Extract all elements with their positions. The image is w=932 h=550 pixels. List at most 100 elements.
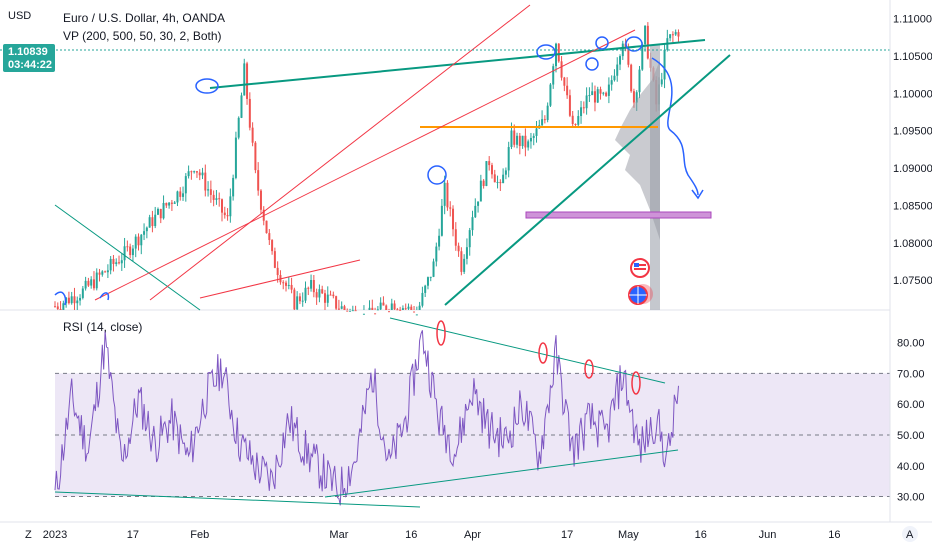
green-downtrend-line bbox=[54, 204, 201, 311]
candle-body bbox=[218, 198, 221, 200]
candle-body bbox=[521, 135, 524, 147]
candle-body bbox=[290, 284, 293, 290]
blue-mark-left-2 bbox=[99, 292, 110, 301]
candle-body bbox=[251, 127, 254, 143]
price-tick-label: 1.08500 bbox=[893, 200, 932, 212]
time-tick-label: Jun bbox=[759, 529, 777, 541]
time-tick-label: Apr bbox=[464, 529, 481, 541]
candle-body bbox=[393, 303, 396, 310]
candle-body bbox=[504, 170, 507, 175]
price-tick-label: 1.09000 bbox=[893, 163, 932, 175]
candle-body bbox=[460, 251, 463, 272]
candle-body bbox=[443, 182, 446, 206]
rsi-label: RSI (14, close) bbox=[63, 320, 142, 334]
candle-body bbox=[90, 279, 93, 286]
z-icon[interactable]: Z bbox=[25, 529, 32, 541]
candle-body bbox=[115, 262, 118, 265]
candle-body bbox=[310, 280, 313, 289]
candle-body bbox=[70, 296, 73, 304]
candle-body bbox=[407, 306, 410, 309]
candle-body bbox=[62, 303, 65, 310]
candle-body bbox=[259, 190, 262, 210]
globe-event-icon[interactable] bbox=[628, 284, 653, 305]
candle-body bbox=[198, 172, 201, 176]
candle-body bbox=[568, 95, 571, 116]
currency-label: USD bbox=[8, 10, 31, 22]
candle-body bbox=[312, 280, 315, 293]
candle-body bbox=[593, 91, 596, 103]
a-icon-label[interactable]: A bbox=[906, 529, 914, 541]
blue-circle-3 bbox=[536, 44, 556, 60]
a-icon[interactable] bbox=[902, 526, 918, 542]
candle-body bbox=[571, 115, 574, 124]
candle-body bbox=[287, 284, 290, 286]
candle-body bbox=[140, 234, 143, 246]
candle-body bbox=[493, 174, 496, 183]
green-support-line bbox=[444, 54, 731, 306]
candle-body bbox=[340, 306, 343, 309]
chart-title: Euro / U.S. Dollar, 4h, OANDA bbox=[63, 11, 225, 25]
candle-body bbox=[669, 34, 672, 39]
candle-body bbox=[315, 292, 318, 298]
candle-body bbox=[240, 95, 243, 118]
candle-body bbox=[582, 107, 585, 109]
indicator-label: VP (200, 500, 50, 30, 2, Both) bbox=[63, 29, 222, 43]
candle-body bbox=[126, 246, 129, 248]
candle-body bbox=[449, 207, 452, 209]
candle-body bbox=[187, 171, 190, 177]
price-tick-label: 1.08000 bbox=[893, 238, 932, 250]
candle-body bbox=[248, 98, 251, 128]
candle-body bbox=[76, 300, 79, 304]
green-resistance-line bbox=[209, 39, 706, 89]
candle-body bbox=[474, 205, 477, 218]
candle-body bbox=[229, 196, 232, 217]
candle-body bbox=[560, 61, 563, 78]
candle-body bbox=[254, 142, 257, 171]
candle-body bbox=[379, 302, 382, 310]
candle-body bbox=[580, 107, 583, 117]
candle-body bbox=[490, 165, 493, 175]
price-pane[interactable]: 1.11000 1.10500 1.10000 1.09500 1.09000 1.085… bbox=[0, 4, 932, 316]
candle-body bbox=[388, 311, 390, 313]
rsi-tick-label: 50.00 bbox=[897, 430, 925, 442]
candle-body bbox=[602, 92, 605, 94]
candle-body bbox=[190, 171, 193, 173]
candle-body bbox=[632, 91, 635, 103]
us-flag-icon[interactable] bbox=[630, 258, 650, 278]
candle-body bbox=[195, 171, 198, 173]
time-axis: 2023 17 Feb Mar 16 Apr 17 May 16 Jun 16 bbox=[43, 529, 841, 541]
candle-body bbox=[282, 282, 285, 284]
rsi-green-upper-trend bbox=[389, 317, 666, 384]
candle-body bbox=[170, 202, 173, 204]
blue-arrow-head bbox=[691, 189, 704, 200]
candle-body bbox=[516, 135, 519, 145]
candle-body bbox=[67, 297, 70, 304]
candle-body bbox=[574, 123, 577, 125]
candle-body bbox=[454, 229, 457, 246]
price-tag: 1.10839 03:44:22 bbox=[3, 44, 55, 72]
candle-body bbox=[382, 302, 385, 306]
candle-body bbox=[596, 89, 599, 103]
candle-body bbox=[599, 89, 602, 94]
candle-body bbox=[285, 282, 288, 286]
candle-body bbox=[605, 92, 608, 96]
rsi-pane[interactable]: 80.00 70.00 60.00 50.00 40.00 30.00 bbox=[54, 317, 925, 508]
candle-body bbox=[273, 251, 276, 268]
candle-body bbox=[385, 305, 388, 310]
candle-body bbox=[84, 280, 87, 289]
candle-body bbox=[610, 80, 613, 85]
candle-body bbox=[156, 208, 159, 215]
blue-circle-4 bbox=[585, 57, 599, 71]
candle-body bbox=[591, 91, 594, 96]
candle-body bbox=[79, 297, 82, 301]
candle-body bbox=[415, 314, 418, 316]
candle-body bbox=[276, 267, 279, 276]
candle-body bbox=[296, 296, 299, 310]
candle-body bbox=[399, 309, 402, 311]
candle-body bbox=[440, 205, 443, 236]
candle-body bbox=[92, 279, 95, 289]
candle-body bbox=[371, 307, 374, 310]
candle-body bbox=[131, 248, 134, 256]
candle-body bbox=[120, 260, 123, 264]
